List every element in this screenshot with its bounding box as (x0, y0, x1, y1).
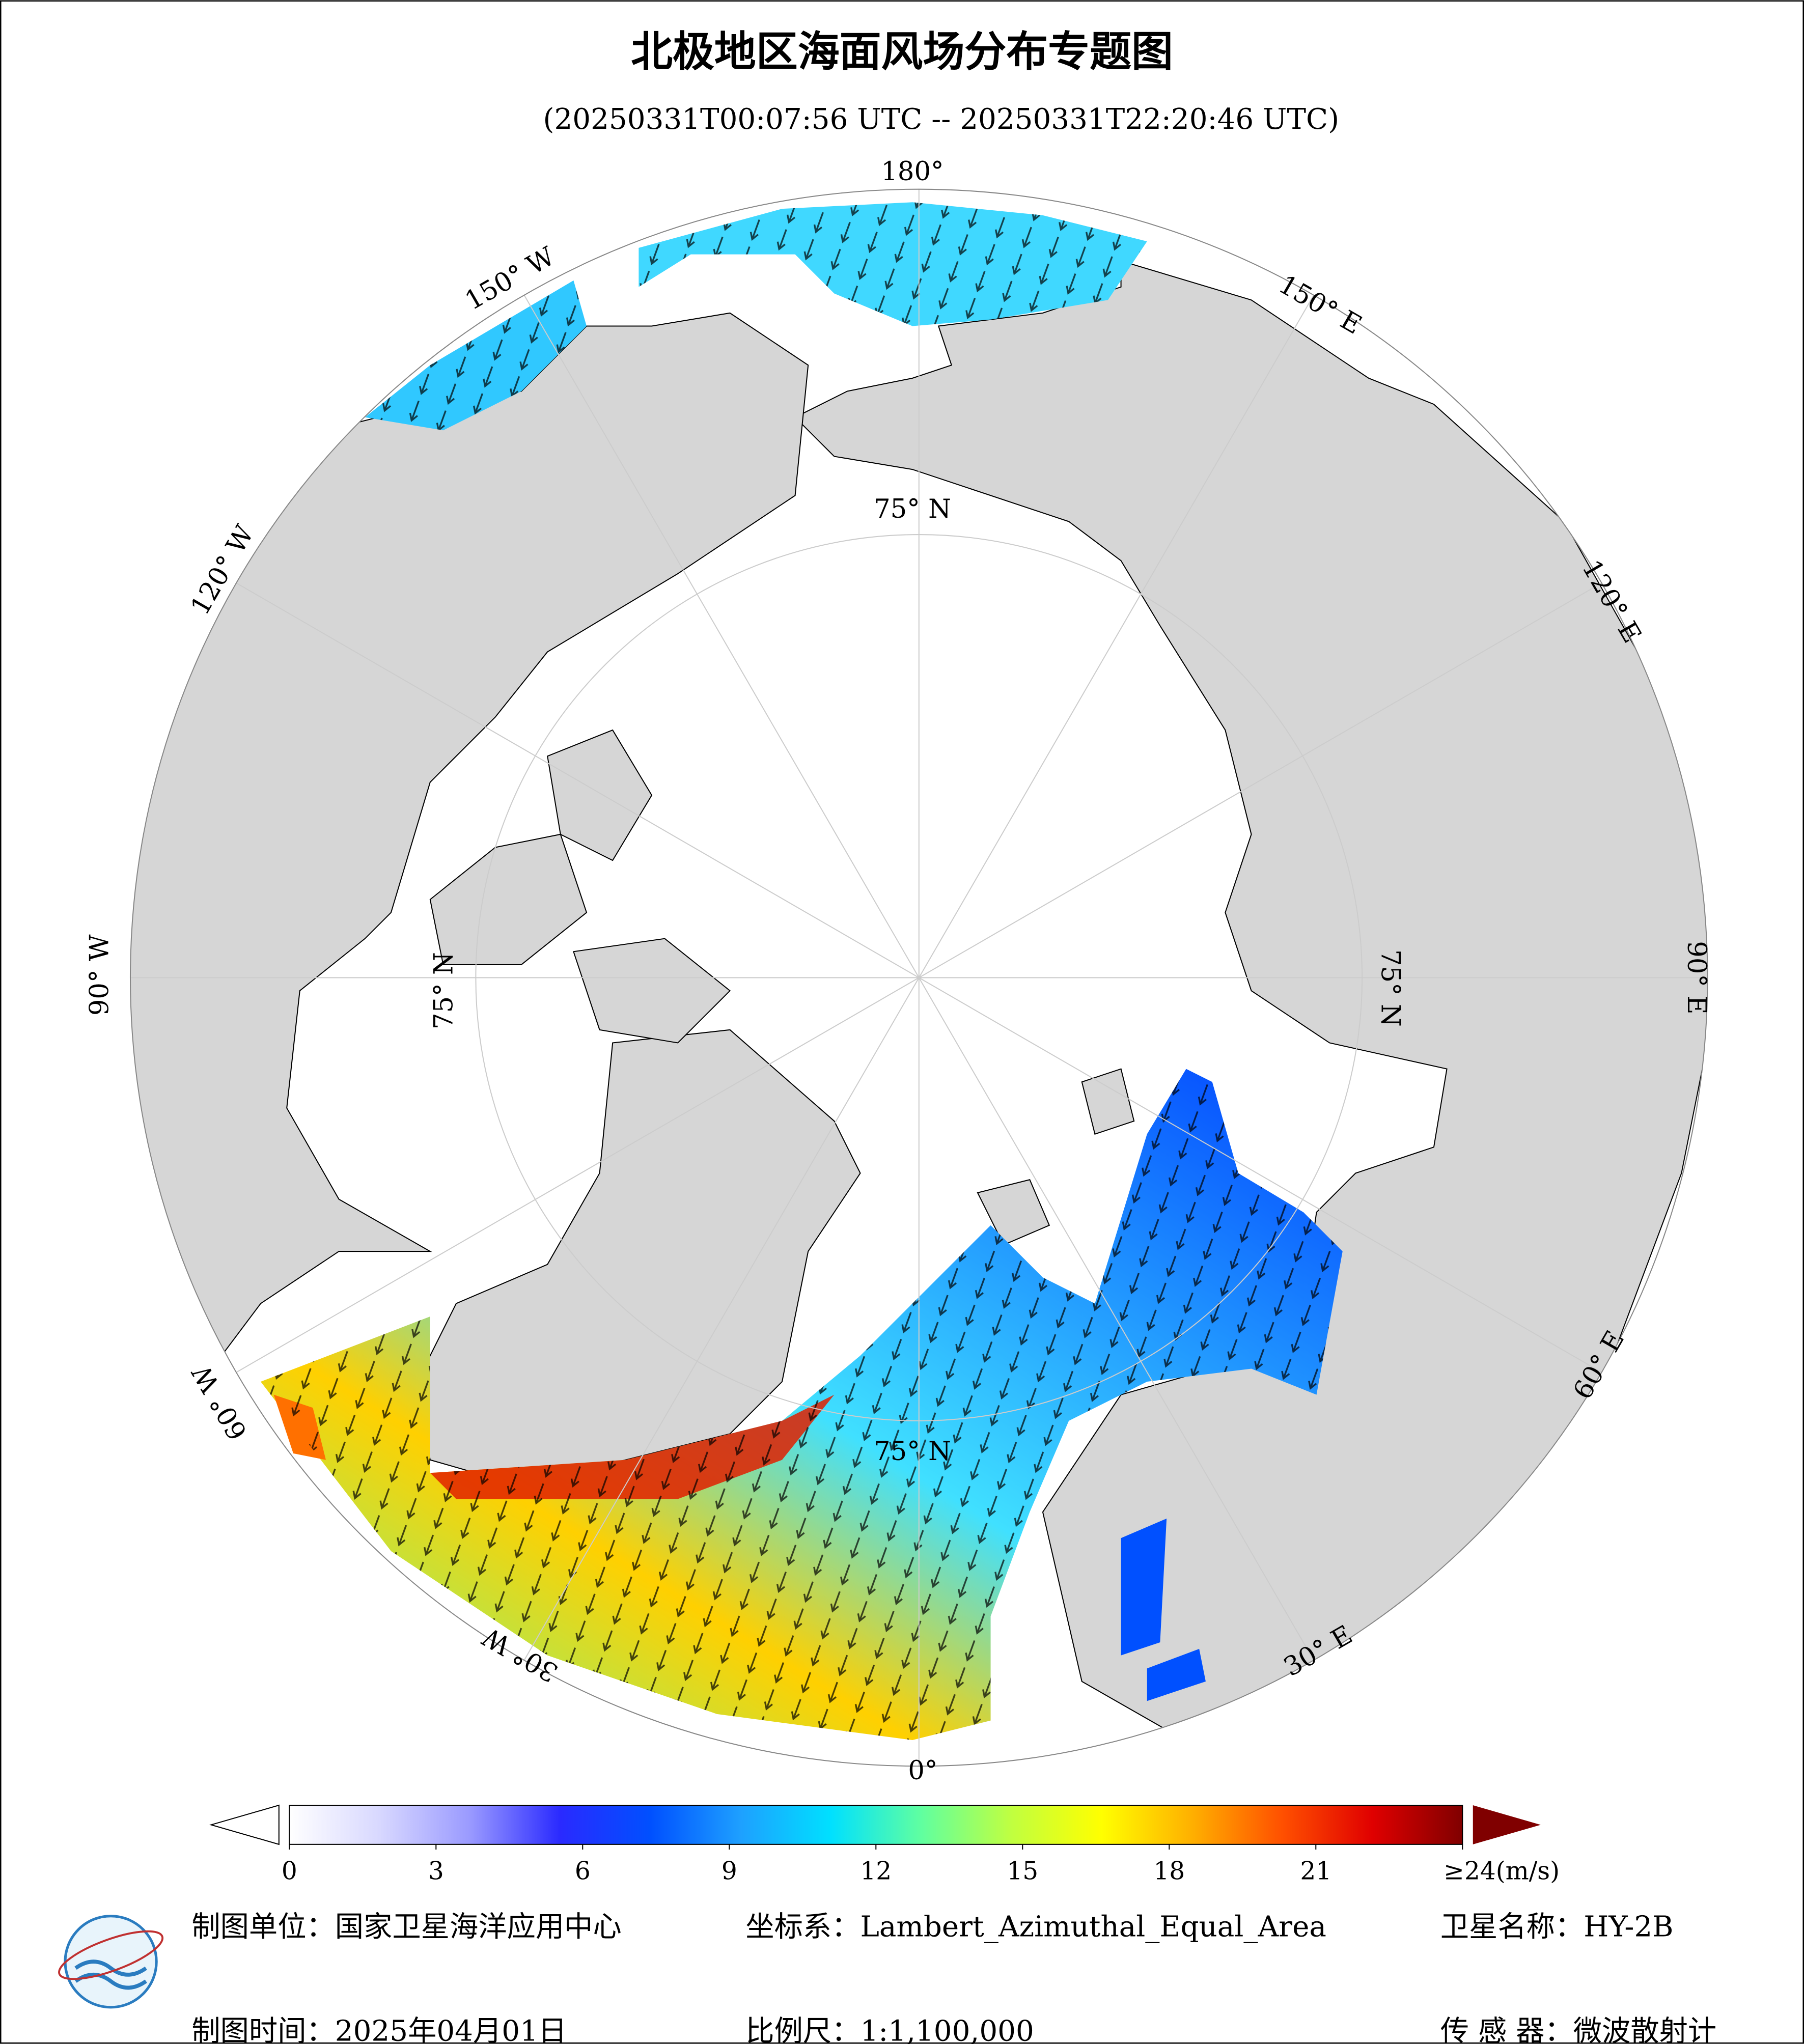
logo (58, 1915, 164, 2009)
colorbar-tick-label: 3 (428, 1857, 444, 1886)
colorbar-tick-label: 15 (1007, 1857, 1038, 1886)
colorbar-tick-label: 9 (721, 1857, 737, 1886)
colorbar-tick-label: 6 (575, 1857, 591, 1886)
latitude-label: 75° N (1375, 949, 1405, 1027)
footer-date: 制图时间：2025年04月01日 (191, 2015, 567, 2044)
footer-satellite: 卫星名称：HY-2B (1440, 1911, 1674, 1944)
longitude-label: 0° (908, 1755, 937, 1786)
footer-unit: 制图单位：国家卫星海洋应用中心 (191, 1911, 621, 1944)
latitude-label: 75° N (874, 1436, 951, 1467)
colorbar-tick-label: 12 (860, 1857, 892, 1886)
map-outline (129, 188, 1708, 1767)
colorbar-over (1473, 1805, 1541, 1844)
footer-sensor: 传 感 器：微波散射计 (1440, 2015, 1716, 2044)
latitude-label: 75° N (874, 494, 951, 524)
graticule (130, 189, 1708, 1767)
colorbar-tick-label: 21 (1300, 1857, 1331, 1886)
footer-projection: 坐标系：Lambert_Azimuthal_Equal_Area (745, 1911, 1326, 1944)
colorbar-tick-label: 18 (1153, 1857, 1185, 1886)
longitude-label: 180° (881, 156, 943, 187)
colorbar-tick-label: ≥24(m/s) (1444, 1857, 1560, 1886)
title: 北极地区海面风场分布专题图 (631, 27, 1173, 76)
colorbar-body (289, 1805, 1463, 1845)
longitude-label: 90° W (85, 934, 115, 1016)
colorbar-under (209, 1804, 280, 1845)
land (130, 260, 1708, 1734)
colorbar-tick-label: 0 (282, 1857, 297, 1886)
longitude-label: 90° E (1681, 941, 1712, 1014)
latitude-label: 75° N (429, 952, 459, 1029)
footer-scale: 比例尺：1:1,100,000 (745, 2015, 1034, 2044)
subtitle: (20250331T00:07:56 UTC -- 20250331T22:20… (543, 103, 1340, 136)
colorbar: 0 3 6 9 12 15 18 21 ≥24(m/s) (209, 1804, 1560, 1886)
